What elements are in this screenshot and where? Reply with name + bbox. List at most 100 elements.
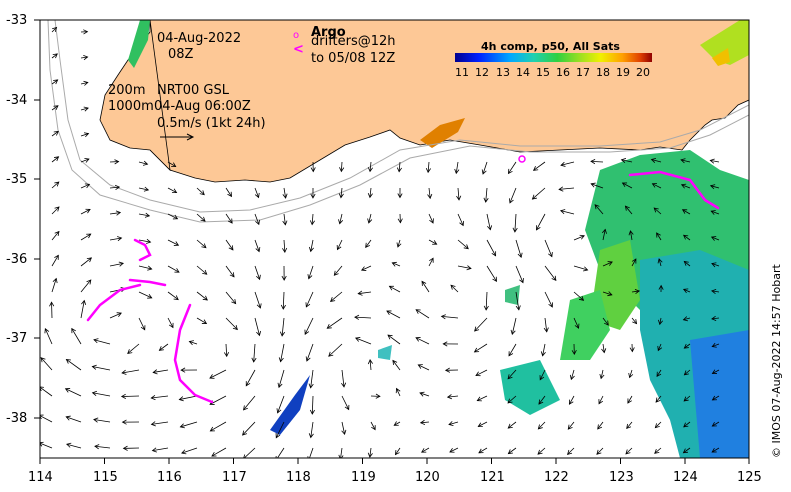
current-vector-head xyxy=(282,247,288,253)
current-vector xyxy=(567,447,575,455)
current-vector xyxy=(427,161,430,173)
current-vector-head xyxy=(200,216,206,222)
current-vector xyxy=(428,258,434,267)
current-vector-head xyxy=(681,209,688,214)
current-vector xyxy=(515,291,520,310)
current-vector-head xyxy=(658,284,664,290)
current-vector-head xyxy=(231,299,237,305)
label-nrt00: NRT00 GSL xyxy=(157,83,229,98)
current-vector-head xyxy=(683,370,689,376)
current-vector xyxy=(138,265,152,270)
current-vector xyxy=(93,339,111,345)
current-vector xyxy=(396,388,401,397)
current-vector xyxy=(597,421,604,430)
current-vector-head xyxy=(143,186,150,192)
colorbar-tick-14: 14 xyxy=(516,66,530,79)
current-vector xyxy=(80,133,89,137)
current-vector xyxy=(507,421,517,429)
current-vector xyxy=(477,395,488,401)
sst-patches xyxy=(128,20,749,458)
current-vector xyxy=(328,343,343,357)
current-vector xyxy=(538,421,546,430)
x-tick-124: 124 xyxy=(673,470,698,485)
current-vector-head xyxy=(476,396,482,402)
current-vector-head xyxy=(278,357,284,363)
current-vector-head xyxy=(142,160,149,166)
current-vector xyxy=(418,364,430,371)
current-vector-head xyxy=(442,341,448,347)
isobath-1000m xyxy=(47,20,749,223)
current-vector xyxy=(393,421,401,426)
current-vector-head xyxy=(308,383,314,389)
current-vector xyxy=(539,369,546,380)
current-vector xyxy=(658,258,662,267)
current-vector xyxy=(80,209,91,215)
current-vector xyxy=(680,159,691,163)
current-vector-head xyxy=(357,290,363,296)
current-vector xyxy=(309,447,314,458)
current-vector-head xyxy=(709,158,715,164)
current-vector-head xyxy=(683,343,689,349)
current-vector-head xyxy=(121,369,127,375)
current-vector-head xyxy=(354,314,360,320)
current-vector-head xyxy=(571,349,577,356)
current-vector xyxy=(354,316,372,319)
current-vector xyxy=(507,369,517,380)
current-vector xyxy=(710,185,720,189)
current-vector xyxy=(441,315,459,319)
current-vector-head xyxy=(578,295,585,301)
current-vector xyxy=(225,291,236,304)
argo-legend-marker: o xyxy=(293,30,300,41)
current-vector-head xyxy=(459,220,464,227)
current-vector-head xyxy=(338,454,344,458)
x-tick-121: 121 xyxy=(480,470,505,485)
current-vector-head xyxy=(680,158,686,164)
current-vector xyxy=(80,107,89,111)
current-vector-head xyxy=(483,305,489,311)
current-vector-head xyxy=(657,258,663,264)
current-vector xyxy=(330,291,343,302)
current-vector-head xyxy=(86,257,93,263)
current-vector-head xyxy=(624,205,630,211)
current-vector xyxy=(386,310,401,319)
current-vector xyxy=(712,395,720,401)
current-vector xyxy=(310,369,314,388)
current-vector xyxy=(254,291,261,309)
current-vector-head xyxy=(537,424,543,430)
current-vector xyxy=(532,187,546,200)
current-vector xyxy=(629,369,633,378)
current-vector xyxy=(457,239,469,250)
current-vector xyxy=(398,161,401,172)
current-vector xyxy=(419,392,430,397)
current-vector xyxy=(341,421,345,435)
current-vector xyxy=(138,161,148,165)
current-vector-head xyxy=(282,220,288,226)
current-vector xyxy=(681,184,691,189)
current-vector xyxy=(602,229,606,241)
current-vector-head xyxy=(560,161,566,167)
current-vector-head xyxy=(415,309,421,314)
current-vector-head xyxy=(146,238,152,244)
current-vector xyxy=(308,265,314,279)
current-vector-head xyxy=(122,445,128,451)
current-vector-head xyxy=(397,218,403,224)
current-vector-head xyxy=(583,266,589,272)
current-vector-head xyxy=(567,424,573,430)
current-vector-head xyxy=(567,449,573,455)
current-vector xyxy=(151,421,169,425)
current-vector-head xyxy=(456,195,462,201)
current-vector xyxy=(485,187,488,203)
current-vector-head xyxy=(181,449,187,455)
current-vector-head xyxy=(275,433,281,439)
current-vector xyxy=(80,56,88,59)
current-vector-head xyxy=(91,390,98,396)
current-vector xyxy=(508,343,517,357)
current-vector xyxy=(51,131,59,137)
current-vector xyxy=(80,158,90,163)
current-vector-head xyxy=(344,404,350,411)
current-vector-head xyxy=(463,244,469,250)
current-vector-head xyxy=(227,218,233,224)
current-vector xyxy=(341,369,345,387)
current-vector xyxy=(152,447,169,452)
current-vector-head xyxy=(466,265,472,271)
